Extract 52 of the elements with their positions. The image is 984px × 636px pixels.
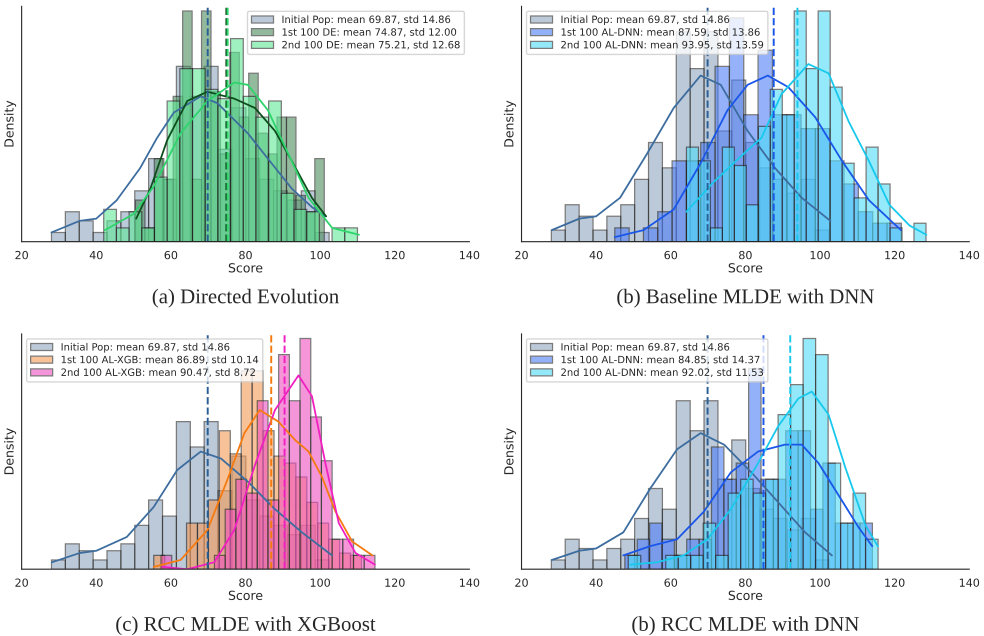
legend-label: 1st 100 AL-XGB: mean 86.89, std 10.14 (62, 356, 258, 364)
legend-label: 2nd 100 AL-DNN: mean 92.02, std 11.53 (561, 368, 764, 378)
y-axis-title: Density (4, 100, 16, 147)
x-tick-label: 40 (90, 250, 103, 260)
x-tick-label: 40 (590, 250, 602, 260)
legend-label: 1st 100 AL-DNN: mean 84.85, std 14.37 (562, 356, 760, 364)
x-tick-label: 140 (460, 250, 480, 260)
x-tick-label: 60 (664, 578, 678, 587)
x-axis-title: Score (728, 590, 762, 600)
legend-label: 1st 100 AL-DNN: mean 87.59, std 13.86 (562, 28, 760, 37)
x-tick-label: 60 (664, 250, 678, 260)
legend-label: Initial Pop: mean 69.87, std 14.86 (562, 15, 730, 26)
x-tick-label: 100 (310, 578, 330, 587)
x-tick-label: 20 (15, 250, 28, 260)
x-tick-label: 120 (885, 578, 904, 587)
x-tick-label: 60 (164, 578, 178, 587)
x-tick-label: 100 (810, 578, 830, 587)
x-tick-label: 60 (164, 250, 178, 260)
legend-label: Initial Pop: mean 69.87, std 14.86 (282, 15, 450, 26)
x-tick-label: 80 (739, 250, 752, 260)
x-axis-title: Score (228, 263, 262, 273)
legend-label: 1st 100 DE: mean 74.87, std 12.00 (282, 28, 456, 37)
legend-label: Initial Pop: mean 69.87, std 14.86 (562, 342, 730, 353)
legend-label: 2nd 100 AL-DNN: mean 93.95, std 13.59 (561, 40, 764, 50)
x-tick-label: 120 (385, 578, 405, 587)
x-tick-label: 140 (960, 250, 980, 260)
x-tick-label: 40 (90, 578, 103, 587)
legend-label: 2nd 100 AL-XGB: mean 90.47, std 8.72 (61, 368, 255, 378)
legend-label: Initial Pop: mean 69.87, std 14.86 (62, 342, 230, 353)
x-tick-label: 100 (810, 250, 830, 260)
y-axis-title: Density (504, 100, 516, 147)
x-tick-label: 20 (15, 578, 28, 587)
x-tick-label: 40 (590, 578, 602, 587)
text: (a) Directed Evolution (152, 288, 339, 308)
x-axis-title: Score (228, 590, 262, 600)
x-tick-label: 80 (239, 578, 252, 587)
text: (c) RCC MLDE with XGBoost (116, 616, 376, 636)
x-tick-label: 140 (960, 578, 980, 587)
x-tick-label: 80 (739, 578, 752, 587)
x-tick-label: 80 (239, 250, 252, 260)
legend-label: 2nd 100 DE: mean 75.21, std 12.68 (282, 40, 460, 50)
x-tick-label: 20 (515, 578, 528, 587)
text: (b) RCC MLDE with DNN (632, 616, 859, 636)
x-tick-label: 120 (385, 250, 405, 260)
y-axis-title: Density (4, 428, 16, 474)
text: (b) Baseline MLDE with DNN (617, 288, 874, 308)
x-axis-title: Score (728, 263, 762, 273)
y-axis-title: Density (504, 428, 516, 474)
x-tick-label: 100 (310, 250, 330, 260)
x-tick-label: 140 (460, 578, 480, 587)
x-tick-label: 20 (515, 250, 528, 260)
x-tick-label: 120 (885, 250, 904, 260)
